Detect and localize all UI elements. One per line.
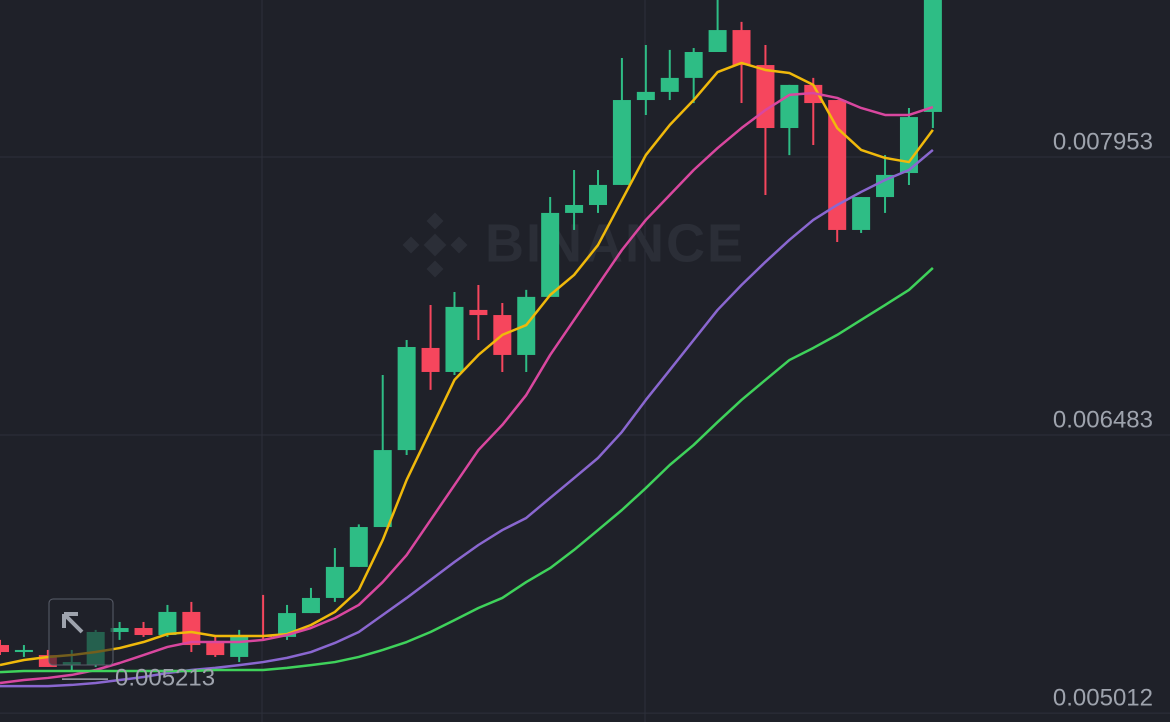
candle-body [899, 117, 918, 174]
y-tick-label: 0.005012 [1053, 684, 1153, 711]
candle-body [182, 611, 201, 646]
candle-body [230, 635, 249, 657]
candle-body [660, 77, 679, 92]
candle-body [589, 184, 607, 205]
watermark-text: BINANCE [485, 213, 745, 273]
low-price-label: 0.005213 [115, 664, 215, 691]
candle-body [708, 30, 727, 53]
candle-body [206, 642, 225, 656]
candle-body [445, 306, 464, 372]
candle-body [876, 174, 895, 198]
candle-body [278, 613, 297, 637]
candle-body [565, 204, 584, 213]
moving-average-line [0, 267, 934, 674]
candle-body [469, 309, 488, 316]
y-tick-label: 0.006483 [1053, 406, 1153, 433]
moving-average-line [0, 91, 934, 685]
candle-body [732, 30, 751, 66]
scroll-button[interactable] [48, 598, 114, 666]
candle-body [780, 84, 799, 129]
candle-body [134, 628, 153, 636]
moving-average-line [0, 61, 934, 667]
y-tick-label: 0.007953 [1053, 128, 1153, 155]
candle-body [110, 628, 129, 632]
candle-body [349, 527, 368, 567]
candle-body [828, 100, 847, 230]
candle-body [38, 655, 57, 667]
candle-body [756, 65, 775, 129]
candle-body [636, 91, 655, 101]
moving-average-line [0, 149, 934, 688]
candle-body [373, 450, 392, 528]
candle-body [158, 611, 177, 636]
candle-body [541, 212, 560, 297]
candle-body [684, 52, 703, 78]
candle-body [612, 100, 631, 185]
candle-body [14, 649, 33, 653]
candle-body [852, 197, 871, 230]
candle-body [325, 566, 344, 598]
candle-body [301, 597, 320, 614]
candle-body [0, 645, 9, 653]
candle-body [421, 347, 440, 372]
candle-body [923, 0, 942, 112]
scroll-button-icon [62, 612, 84, 634]
candle-body [397, 347, 416, 451]
